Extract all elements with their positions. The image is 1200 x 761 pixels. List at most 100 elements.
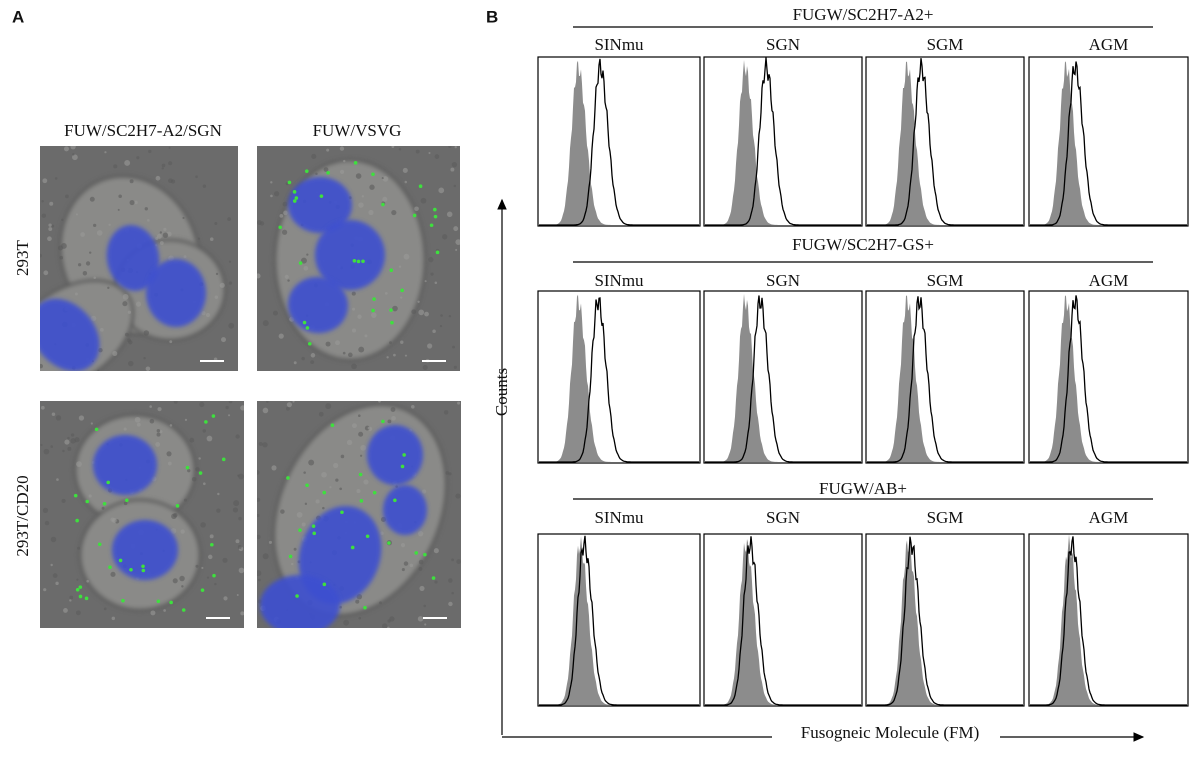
- texture: [351, 363, 357, 370]
- green-dot: [423, 552, 427, 557]
- texture: [50, 563, 53, 567]
- texture: [76, 461, 82, 467]
- column-label: AGM: [1089, 35, 1129, 54]
- green-dot: [435, 250, 440, 255]
- sample-histogram: [539, 297, 699, 463]
- texture: [170, 528, 177, 534]
- green-dot: [292, 190, 297, 194]
- texture: [144, 207, 148, 211]
- texture: [355, 599, 360, 604]
- green-dot: [286, 476, 290, 480]
- green-dot: [433, 207, 437, 212]
- texture: [402, 167, 408, 173]
- texture: [108, 223, 111, 226]
- texture: [457, 401, 461, 405]
- texture: [310, 353, 316, 358]
- texture: [74, 292, 78, 296]
- texture: [69, 599, 72, 602]
- row-label: 293T: [13, 239, 32, 276]
- texture: [228, 401, 233, 404]
- green-dot: [393, 498, 397, 503]
- texture: [266, 401, 269, 403]
- texture: [442, 234, 448, 240]
- sample-histogram: [705, 536, 861, 706]
- texture: [57, 245, 63, 251]
- texture: [124, 332, 129, 337]
- texture: [351, 328, 357, 333]
- green-dot: [211, 414, 216, 418]
- texture: [166, 451, 172, 457]
- texture: [209, 237, 214, 241]
- texture: [292, 401, 295, 403]
- green-dot: [330, 423, 335, 427]
- texture: [233, 500, 240, 507]
- green-dot: [431, 576, 436, 580]
- control-histogram: [867, 295, 1023, 462]
- texture: [271, 465, 277, 471]
- texture: [169, 340, 173, 344]
- texture: [62, 449, 65, 453]
- green-dot: [204, 420, 208, 424]
- texture: [75, 610, 81, 616]
- texture: [184, 418, 188, 422]
- texture: [89, 196, 95, 202]
- green-dot: [340, 510, 344, 515]
- green-dot: [322, 490, 327, 495]
- texture: [432, 329, 436, 334]
- green-dot: [295, 594, 299, 598]
- green-dot: [292, 199, 297, 203]
- texture: [235, 434, 240, 439]
- texture: [98, 348, 103, 353]
- control-histogram: [1030, 534, 1187, 705]
- texture: [348, 352, 353, 358]
- green-dot: [305, 326, 310, 330]
- texture: [124, 160, 131, 166]
- green-dot: [73, 493, 78, 498]
- histogram-frame: [703, 56, 863, 227]
- texture: [113, 164, 118, 169]
- texture: [111, 518, 117, 523]
- texture: [99, 327, 104, 332]
- texture: [286, 402, 292, 408]
- texture: [364, 334, 368, 338]
- nucleus: [367, 425, 423, 485]
- histogram-frame: [865, 533, 1025, 707]
- green-dot: [85, 499, 90, 504]
- texture: [159, 231, 162, 234]
- green-dot: [118, 558, 123, 563]
- texture: [200, 522, 206, 528]
- texture: [283, 210, 288, 216]
- texture: [206, 435, 213, 442]
- texture: [419, 585, 425, 592]
- texture: [215, 272, 219, 276]
- green-dot: [106, 480, 110, 485]
- texture: [77, 546, 81, 550]
- nucleus: [260, 575, 340, 628]
- texture: [417, 531, 424, 537]
- texture: [382, 176, 389, 182]
- texture: [61, 498, 66, 503]
- texture: [378, 401, 381, 403]
- texture: [363, 479, 369, 485]
- texture: [293, 361, 297, 365]
- control-histogram: [539, 536, 699, 705]
- green-dot: [94, 427, 99, 432]
- sample-histogram: [1030, 536, 1187, 706]
- texture: [384, 291, 388, 295]
- green-dot: [141, 568, 146, 573]
- texture: [386, 356, 389, 359]
- texture: [448, 314, 452, 318]
- texture: [85, 261, 91, 266]
- texture: [205, 312, 211, 318]
- texture: [63, 146, 69, 152]
- texture: [325, 403, 332, 410]
- column-label: SGM: [927, 35, 964, 54]
- texture: [136, 422, 141, 427]
- texture: [48, 227, 53, 231]
- green-dot: [418, 184, 423, 188]
- texture: [387, 419, 392, 424]
- texture: [423, 604, 427, 608]
- texture: [335, 340, 340, 346]
- texture: [163, 609, 166, 612]
- texture: [72, 153, 75, 156]
